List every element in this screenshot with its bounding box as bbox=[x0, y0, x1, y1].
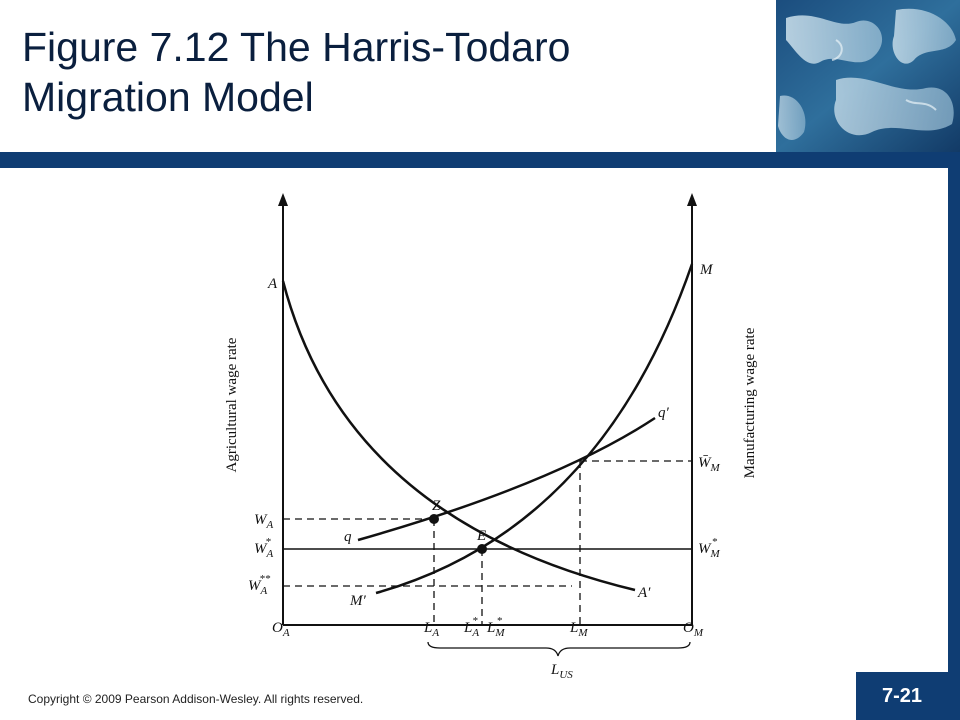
point-label-e: E bbox=[476, 528, 486, 544]
curve-label-m: M bbox=[699, 262, 714, 278]
slide-title: Figure 7.12 The Harris-Todaro Migration … bbox=[22, 22, 570, 122]
curve-label-q-prime: q′ bbox=[658, 405, 670, 421]
label-wm-star: WM* bbox=[698, 536, 721, 560]
left-axis-title: Agricultural wage rate bbox=[224, 337, 240, 472]
slide-title-line-2: Migration Model bbox=[22, 74, 314, 120]
slide-number: 7-21 bbox=[856, 672, 948, 720]
right-axis-title: Manufacturing wage rate bbox=[742, 327, 758, 478]
point-label-z: Z bbox=[432, 498, 441, 514]
right-frame-band bbox=[948, 152, 960, 720]
label-oa: OA bbox=[272, 620, 290, 639]
slide-title-line-1: Figure 7.12 The Harris-Todaro bbox=[22, 24, 571, 70]
left-axis-arrowhead bbox=[278, 193, 288, 206]
label-la: LA bbox=[423, 620, 439, 639]
lus-brace bbox=[427, 641, 691, 657]
manufacturing-demand-curve-mm bbox=[375, 263, 694, 595]
label-lus: LUS bbox=[550, 662, 573, 681]
label-wa-star-star: WA** bbox=[248, 573, 271, 597]
label-wa-star: WA* bbox=[254, 536, 274, 560]
label-lm-star: LM* bbox=[486, 615, 505, 639]
copyright-notice: Copyright © 2009 Pearson Addison-Wesley.… bbox=[28, 692, 364, 706]
content-panel bbox=[0, 168, 948, 672]
label-wm-bar: W̄M bbox=[698, 455, 721, 474]
right-axis-arrowhead bbox=[687, 193, 697, 206]
label-la-star: LA* bbox=[463, 615, 479, 639]
header-divider-bar bbox=[0, 152, 960, 168]
agricultural-demand-curve-aa bbox=[281, 280, 636, 592]
curve-label-a-prime: A′ bbox=[637, 585, 651, 601]
curve-label-a: A bbox=[267, 276, 278, 292]
curve-label-m-prime: M′ bbox=[349, 593, 366, 609]
label-om: OM bbox=[683, 620, 704, 639]
label-lm: LM bbox=[569, 620, 588, 639]
point-z-dot bbox=[429, 514, 439, 524]
qq-locus-curve bbox=[357, 416, 656, 542]
curve-label-q: q bbox=[344, 529, 352, 545]
label-wa: WA bbox=[254, 512, 274, 531]
point-e-dot bbox=[477, 544, 487, 554]
corner-decorative-image bbox=[776, 0, 960, 152]
